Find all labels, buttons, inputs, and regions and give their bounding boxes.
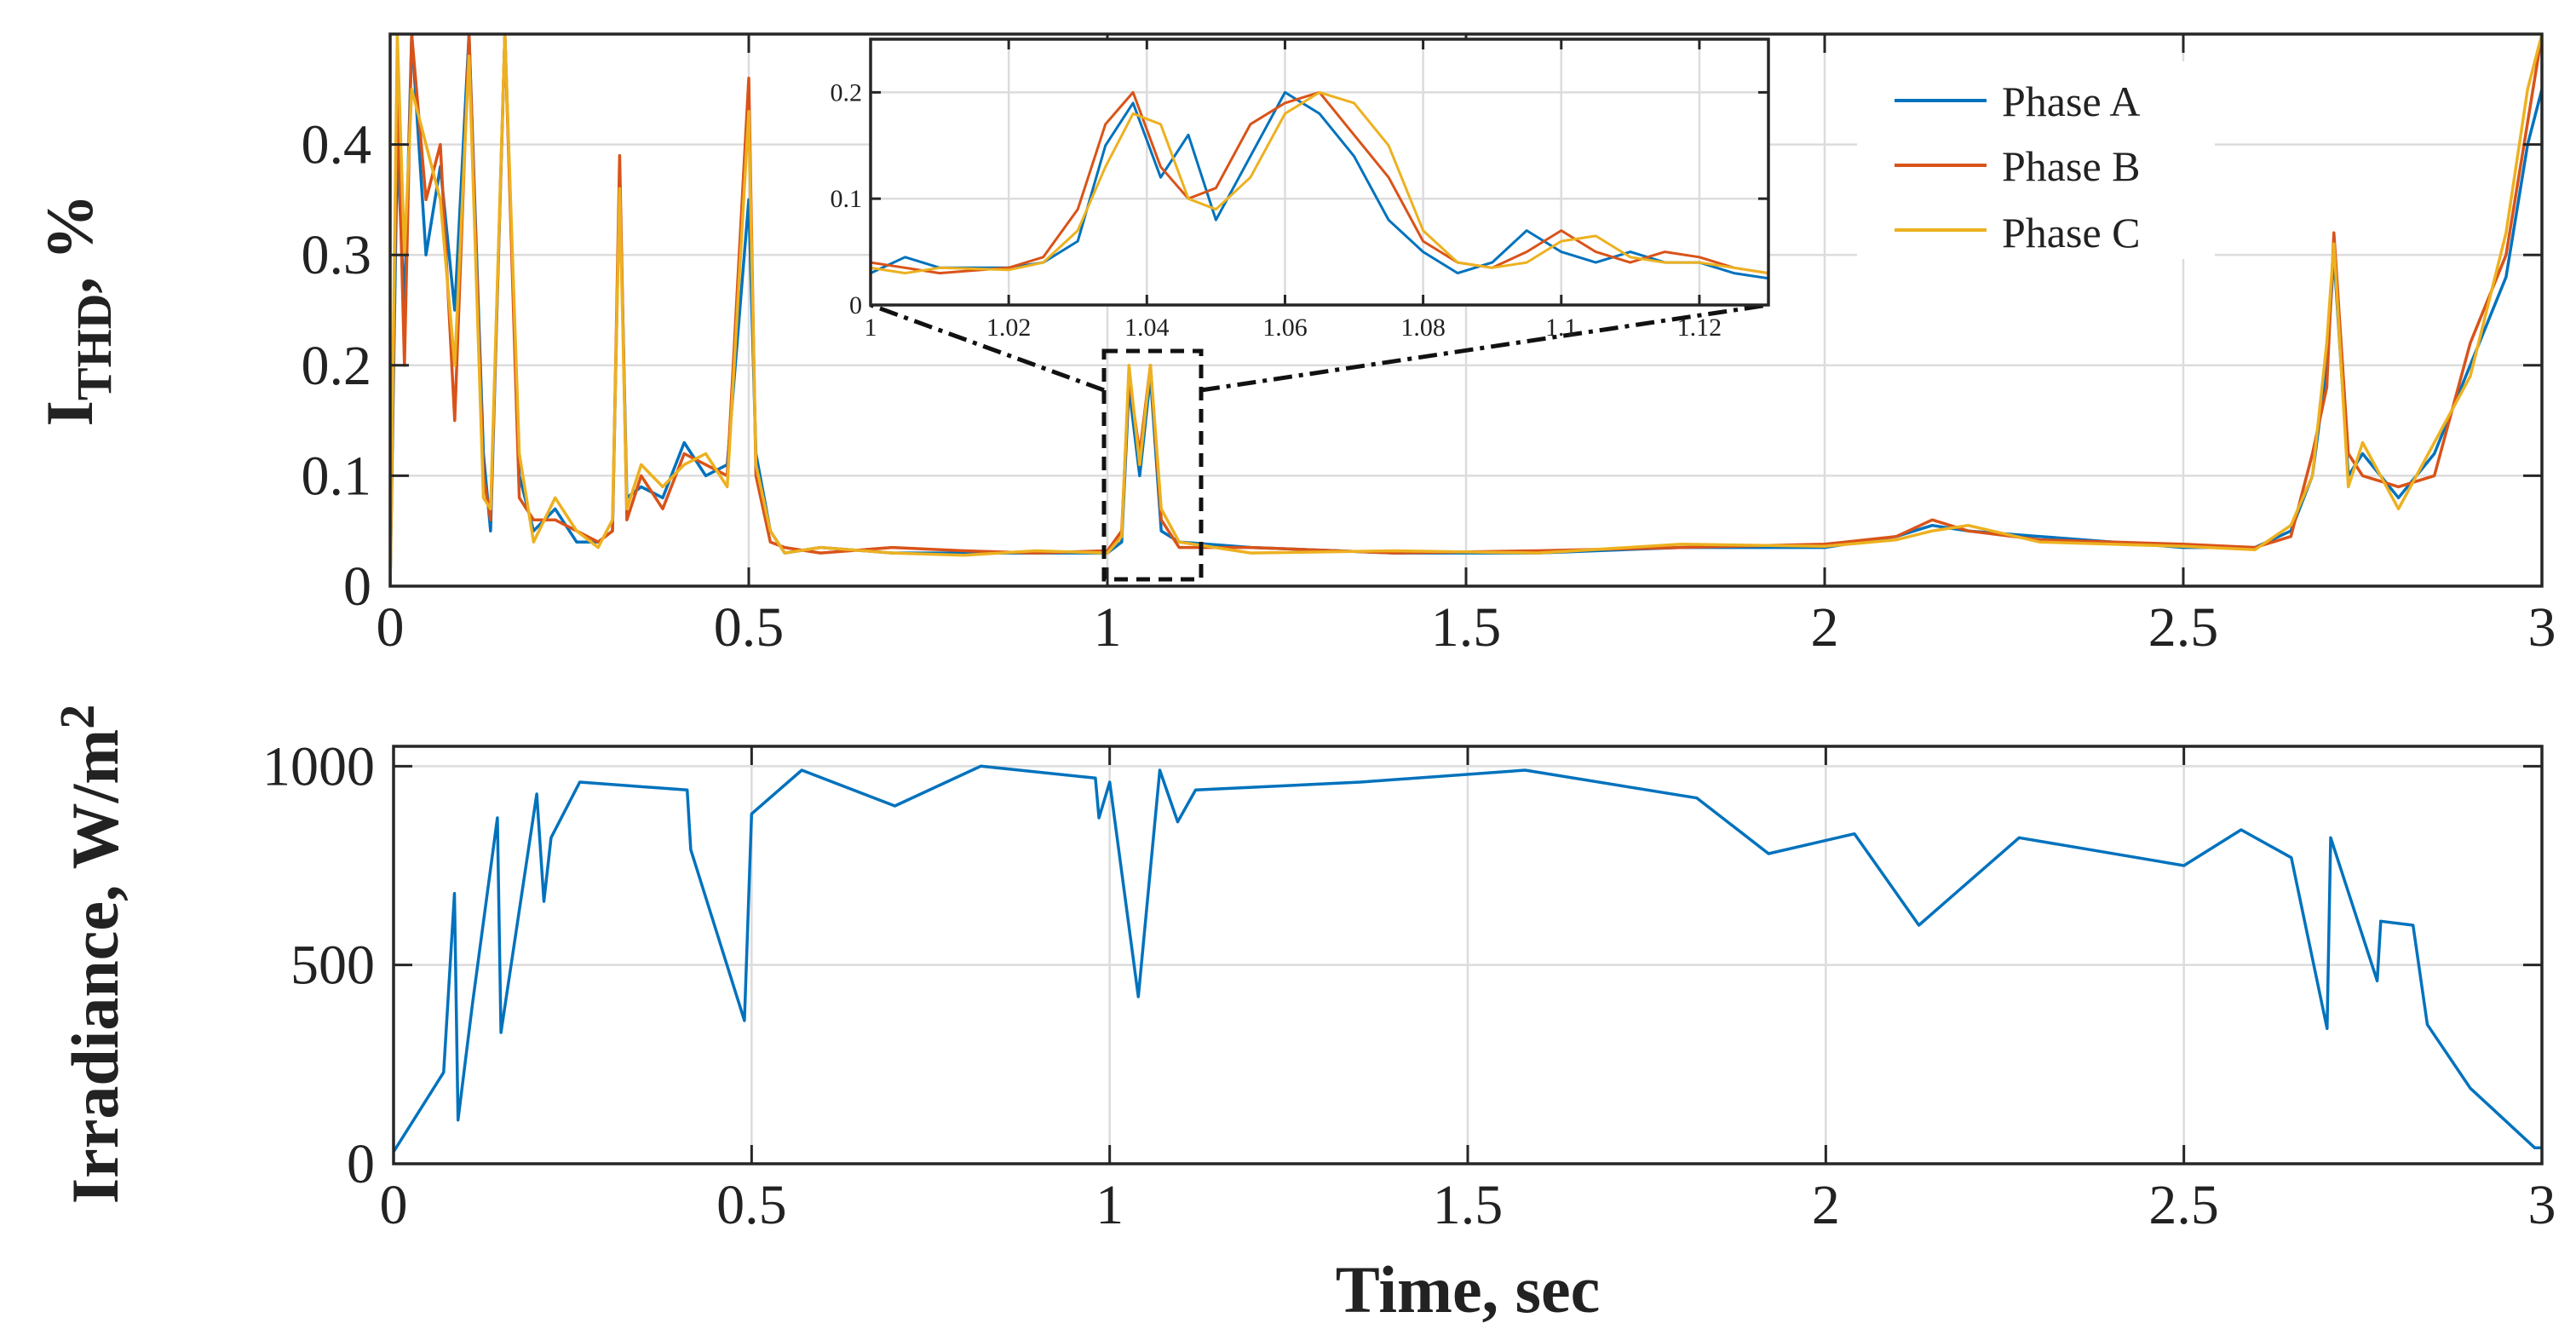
ithd-ticks: 0 0.5 1 1.5 2 2.5 3 0 0.1 0.2 0.3 0.4	[302, 34, 2556, 659]
ithd-x-tick-label: 3	[2528, 596, 2556, 659]
ithd-y-tick-label: 0.4	[302, 114, 372, 176]
inset-axes-frame	[869, 37, 1770, 307]
inset-series-lines	[871, 90, 1768, 280]
x-axis-label: Time, sec	[1336, 1252, 1600, 1326]
inset-y-tick-label: 0.1	[831, 185, 863, 213]
inset-series-phase-c	[871, 90, 1768, 275]
inset-x-tick-label: 1.1	[1545, 314, 1578, 342]
ithd-series-phase-c	[390, 34, 2542, 586]
ithd-y-tick-label: 0.1	[302, 445, 372, 507]
irradiance-series-line	[394, 764, 2542, 1153]
legend-label-phase-a: Phase A	[2002, 78, 2141, 125]
inset-x-tick-label: 1	[865, 314, 877, 342]
ithd-y-tick-label: 0.3	[302, 224, 372, 286]
irradiance-x-tick-label: 2.5	[2148, 1174, 2219, 1236]
zoom-region-box	[1101, 348, 1204, 582]
inset-x-tick-label: 1.06	[1262, 314, 1308, 342]
inset-y-tick-label: 0.2	[831, 78, 863, 106]
inset-x-tick-label: 1.12	[1677, 314, 1722, 342]
inset-x-tick-label: 1.08	[1400, 314, 1446, 342]
ithd-series-lines	[390, 34, 2542, 586]
zoom-connector-left	[870, 302, 1105, 393]
legend-box	[1857, 61, 2215, 259]
ithd-x-tick-label: 1	[1094, 596, 1122, 659]
ithd-y-label-subscript: THD	[66, 293, 122, 400]
irradiance-y-axis-label: Irradiance, W/m2	[49, 705, 132, 1205]
legend: Phase A Phase B Phase C	[1857, 61, 2215, 259]
inset-series-phase-a	[871, 90, 1768, 280]
inset-ticks: 1 1.02 1.04 1.06 1.08 1.1 1.12 0 0.1 0.2	[831, 39, 1768, 342]
irradiance-x-tick-label: 0.5	[716, 1174, 787, 1236]
irradiance-y-tick-label: 1000	[262, 735, 375, 797]
ithd-y-tick-label: 0.2	[302, 335, 372, 397]
inset-x-tick-label: 1.04	[1124, 314, 1170, 342]
ithd-x-tick-label: 0.5	[714, 596, 785, 659]
legend-label-phase-c: Phase C	[2002, 209, 2141, 256]
zoom-connector-right	[1200, 302, 1769, 393]
ithd-x-tick-label: 2.5	[2148, 596, 2219, 659]
irradiance-ticks: 0 0.5 1 1.5 2 2.5 3 0 500 1000	[262, 735, 2556, 1236]
irradiance-x-tick-label: 3	[2528, 1174, 2556, 1236]
ithd-y-axis-label: ITHD, %	[32, 193, 122, 426]
irradiance-y-label-superscript: 2	[49, 705, 105, 729]
inset-x-tick-label: 1.02	[986, 314, 1032, 342]
irradiance-y-tick-label: 500	[290, 935, 375, 997]
ithd-x-tick-label: 2	[1811, 596, 1839, 659]
legend-label-phase-b: Phase B	[2002, 142, 2141, 190]
inset-y-tick-label: 0	[849, 291, 862, 319]
irradiance-x-tick-label: 0	[380, 1174, 408, 1236]
irradiance-x-tick-label: 1	[1095, 1174, 1124, 1236]
irradiance-x-tick-label: 2	[1812, 1174, 1840, 1236]
irradiance-panel: 0 0.5 1 1.5 2 2.5 3 0 500 1000	[262, 735, 2556, 1236]
ithd-x-tick-label: 0	[377, 596, 405, 659]
irradiance-y-tick-label: 0	[347, 1133, 375, 1195]
ithd-x-tick-label: 1.5	[1431, 596, 1502, 659]
inset-zoom-plot: 1 1.02 1.04 1.06 1.08 1.1 1.12 0 0.1 0.2	[831, 37, 1770, 342]
ithd-y-label-suffix: , %	[32, 193, 106, 293]
irradiance-y-label-main: Irradiance, W/m	[58, 729, 132, 1205]
ithd-y-tick-label: 0	[343, 555, 371, 618]
inset-background	[871, 39, 1768, 305]
ithd-y-label-main: I	[32, 400, 106, 426]
irradiance-series-irradiance	[394, 764, 2542, 1153]
irradiance-x-tick-label: 1.5	[1433, 1174, 1504, 1236]
irradiance-grid	[392, 746, 2544, 1165]
